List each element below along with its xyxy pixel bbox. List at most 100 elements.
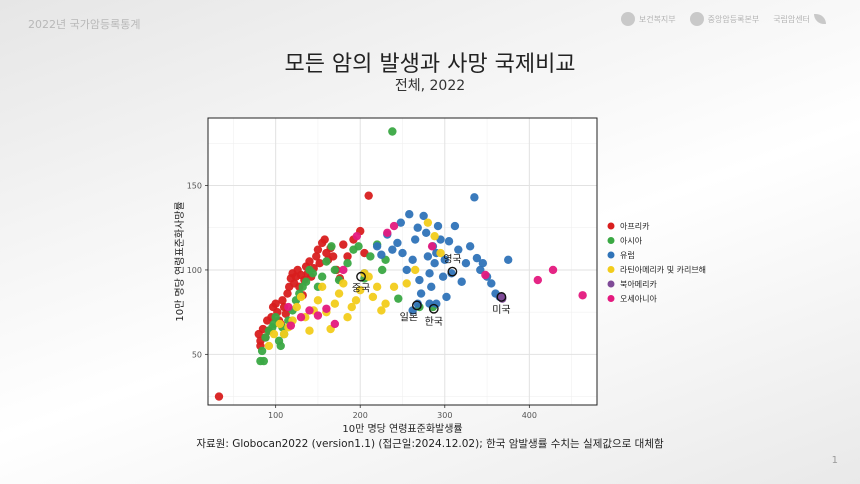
data-point [339,265,348,275]
data-point [415,275,424,285]
legend-marker [607,280,615,288]
data-point [421,228,431,237]
country-label: 영국 [443,254,461,266]
data-point [343,258,352,268]
x-tick-label: 400 [522,411,537,420]
data-point [271,313,280,322]
data-source-note: 자료원: Globocan2022 (version1.1) (접근일:2024… [196,438,664,450]
data-point [394,294,403,303]
data-point [343,313,352,322]
data-point [442,292,451,302]
data-point [292,302,301,312]
data-point [454,245,463,254]
data-point [284,302,293,312]
country-label: 미국 [492,304,510,316]
data-point [377,306,386,315]
data-point [312,252,321,261]
x-tick-label: 300 [437,411,452,420]
country-label: 중국 [352,283,370,295]
data-point [356,286,365,295]
highlight-marker [496,292,507,302]
data-point [481,270,490,280]
data-point [388,245,397,254]
y-tick-label: 50 [192,350,202,359]
y-tick-label: 100 [187,266,202,275]
data-point [368,292,378,302]
data-point [408,255,417,265]
data-point [405,210,414,219]
data-point [330,265,340,275]
data-point [402,279,411,288]
ministry-logo: 보건복지부 [620,12,676,26]
data-point [372,242,382,251]
logo-bar: 보건복지부 중앙암등록본부 국립암센터 [620,12,826,26]
data-point [327,242,336,251]
data-point [214,392,224,401]
data-point [269,319,279,329]
data-point [279,329,289,339]
data-point [425,299,434,308]
data-point [330,299,340,308]
data-point [436,248,445,258]
data-point [416,289,426,298]
data-point [433,221,443,231]
data-point [275,319,285,329]
legend-label: 아시아 [620,236,643,246]
data-point [351,296,361,305]
data-point [296,313,306,322]
data-point [271,299,280,308]
data-point [408,306,417,315]
data-point [432,299,441,308]
data-point [377,250,386,259]
data-point [305,326,314,335]
data-point [352,231,362,241]
data-point [396,218,406,227]
data-point [259,356,269,366]
data-point [478,258,488,268]
data-point [328,252,338,261]
data-point [322,257,331,266]
data-point [487,279,496,288]
data-point [286,321,296,330]
data-point [533,275,543,285]
registry-logo-text: 중앙암등록본부 [707,14,760,24]
legend-label: 라틴아메리카 및 카리브해 [620,265,706,275]
data-point [305,257,314,266]
data-point [283,289,292,298]
highlight-marker [411,300,422,311]
data-point [276,341,285,351]
highlight-marker [356,271,366,282]
data-point [354,242,363,251]
data-point [423,218,433,227]
data-point [315,258,324,268]
data-point [444,237,454,246]
data-point [339,279,348,288]
data-point [402,265,411,275]
x-axis-label: 10만 명당 연령표준화발생률 [342,423,462,435]
country-label: 일본 [400,311,418,323]
data-point [578,291,587,300]
data-point [472,253,482,263]
registry-emblem-icon [689,12,704,26]
registry-logo: 중앙암등록본부 [689,12,760,26]
data-point [465,242,475,251]
chart-subtitle: 전체, 2022 [394,78,466,94]
data-point [339,240,348,249]
ministry-emblem-icon [620,12,635,26]
data-point [427,242,437,251]
page-number: 1 [831,455,838,466]
data-point [330,319,340,329]
legend-label: 유럽 [620,251,635,260]
data-point [504,255,513,265]
y-tick-label: 150 [187,182,202,191]
legend-marker [607,251,615,259]
data-point [308,269,318,278]
data-point [378,265,387,275]
legend-marker [607,237,615,244]
cancer-center-logo-text: 국립암센터 [773,14,810,24]
legend-label: 오세아니아 [620,294,657,304]
data-point [413,223,422,232]
legend-label: 아프리카 [620,221,650,231]
data-point [305,306,314,315]
